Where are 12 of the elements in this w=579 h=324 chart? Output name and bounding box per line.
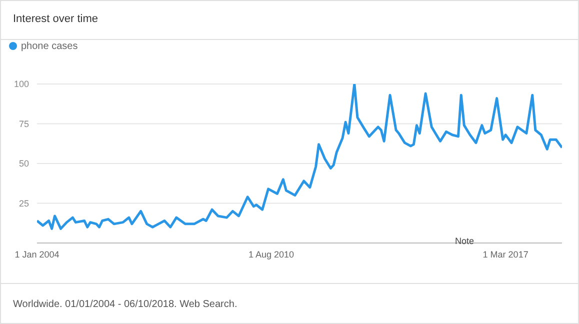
legend-label: phone cases [21,41,78,52]
y-tick-label: 75 [18,118,29,129]
x-tick-label: 1 Mar 2017 [482,249,528,260]
y-tick-label: 50 [18,158,29,169]
line-series [37,84,562,230]
x-tick-label: 1 Jan 2004 [14,249,60,260]
y-tick-label: 25 [18,198,29,208]
y-tick-label: 100 [14,79,29,90]
text: Worldwide. 01/01/2004 - 06/10/2018. Web Search. [13,299,238,310]
chart-title: Interest over time [13,13,98,25]
x-tick-label: 1 Aug 2010 [248,249,294,260]
annotation: Note [455,236,474,246]
